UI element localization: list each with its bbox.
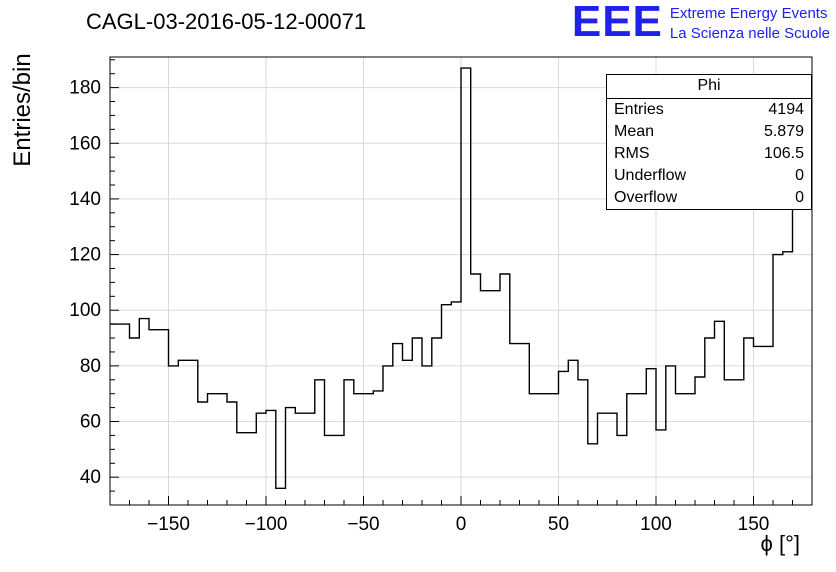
logo-line-2: La Scienza nelle Scuole bbox=[669, 24, 830, 42]
stats-title: Phi bbox=[607, 75, 811, 99]
stats-label: RMS bbox=[614, 145, 650, 162]
x-axis-label: ϕ [°] bbox=[761, 531, 800, 556]
stats-label: Mean bbox=[614, 123, 655, 140]
logo-line-1: Extreme Energy Events bbox=[669, 5, 828, 22]
y-axis-label: Entries/bin bbox=[9, 53, 36, 166]
stats-value: 106.5 bbox=[763, 145, 804, 162]
stats-row-mean: Mean 5.879 bbox=[607, 121, 811, 143]
stats-row-overflow: Overflow 0 bbox=[607, 187, 811, 209]
stats-row-underflow: Underflow 0 bbox=[607, 165, 811, 187]
stats-value: 0 bbox=[795, 189, 804, 206]
stats-value: 0 bbox=[795, 167, 804, 184]
stats-label: Entries bbox=[614, 101, 664, 118]
y-tick-label: 180 bbox=[69, 78, 101, 99]
y-tick-label: 60 bbox=[80, 412, 101, 433]
x-tick-label: 150 bbox=[738, 514, 770, 535]
y-tick-label: 80 bbox=[80, 356, 101, 377]
stats-label: Underflow bbox=[614, 167, 687, 184]
y-tick-label: 160 bbox=[69, 133, 101, 154]
eee-logo-acronym: EEE bbox=[571, 0, 663, 46]
stats-box: Phi Entries 4194 Mean 5.879 RMS 106.5 Un… bbox=[606, 74, 812, 210]
x-tick-label: −150 bbox=[147, 514, 190, 535]
eee-logo-text: Extreme Energy Events La Scienza nelle S… bbox=[670, 2, 830, 43]
x-tick-label: −100 bbox=[245, 514, 288, 535]
x-tick-label: −50 bbox=[347, 514, 379, 535]
stats-value: 5.879 bbox=[763, 123, 804, 140]
x-tick-label: 100 bbox=[640, 514, 672, 535]
stats-row-entries: Entries 4194 bbox=[607, 99, 811, 121]
histogram-path bbox=[110, 67, 812, 489]
y-tick-label: 100 bbox=[69, 300, 101, 321]
y-tick-label: 40 bbox=[80, 467, 101, 488]
stats-label: Overflow bbox=[614, 189, 678, 206]
stats-row-rms: RMS 106.5 bbox=[607, 143, 811, 165]
x-tick-label: 50 bbox=[548, 514, 569, 535]
x-tick-label: 0 bbox=[456, 514, 467, 535]
plot-title: CAGL-03-2016-05-12-00071 bbox=[86, 9, 366, 34]
y-tick-label: 140 bbox=[69, 189, 101, 210]
y-tick-label: 120 bbox=[69, 245, 101, 266]
eee-logo: EEE Extreme Energy Events La Scienza nel… bbox=[571, 0, 830, 46]
stats-value: 4194 bbox=[768, 101, 804, 118]
